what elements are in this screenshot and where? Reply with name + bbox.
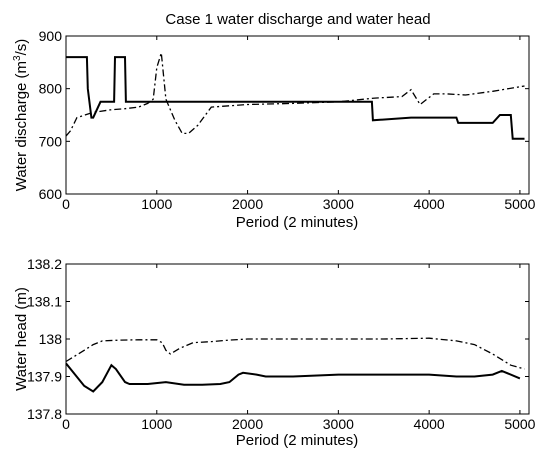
water-head-x-axis-label: Period (2 minutes) [236, 432, 359, 449]
discharge-x-axis-label: Period (2 minutes) [236, 214, 359, 231]
water-head-x-tick-label: 2000 [232, 416, 263, 432]
water-head-y-tick-label: 138 [39, 331, 63, 347]
discharge-y-tick-label: 800 [39, 81, 63, 97]
discharge-y-tick-label: 600 [39, 186, 63, 202]
water-head-y-tick-label: 138.2 [27, 256, 62, 272]
water-head-x-tick-label: 3000 [323, 416, 354, 432]
discharge-series-dashdot-line [65, 52, 525, 137]
water-head-y-axis-label: Water head (m) [13, 287, 30, 391]
water-head-axes: 0 1000 2000 3000 4000 5000 137.8 137.9 138 138.1 1… [13, 256, 536, 449]
water-head-series-dashdot-line [65, 337, 525, 370]
water-head-x-tick-label: 5000 [504, 416, 535, 432]
discharge-y-axis-label: Water discharge (m3/s) [12, 39, 30, 192]
water-head-y-tick-label: 138.1 [27, 294, 62, 310]
discharge-x-tick-label: 2000 [232, 196, 263, 212]
water-head-y-tick-label: 137.9 [27, 369, 62, 385]
discharge-x-tick-label: 5000 [504, 196, 535, 212]
discharge-axes: 0 1000 2000 3000 4000 5000 600 700 800 900 Period… [12, 28, 536, 231]
water-head-series-solid-line [65, 362, 521, 393]
water-head-ticks-group: 0 1000 2000 3000 4000 5000 137.8 137.9 138 138.1 1… [27, 256, 536, 432]
discharge-y-tick-label: 700 [39, 133, 63, 149]
discharge-y-axis-label-base: Water discharge (m [13, 61, 30, 191]
discharge-x-tick-label: 1000 [141, 196, 172, 212]
discharge-x-tick-label: 3000 [323, 196, 354, 212]
discharge-series-group [65, 52, 525, 140]
discharge-x-tick-label: 4000 [414, 196, 445, 212]
discharge-ticks-group: 0 1000 2000 3000 4000 5000 600 700 800 900 [39, 28, 536, 212]
water-head-x-tick-label: 4000 [414, 416, 445, 432]
discharge-y-tick-label: 900 [39, 28, 63, 44]
water-head-x-tick-label: 1000 [141, 416, 172, 432]
discharge-y-axis-label-tail: /s) [13, 39, 30, 56]
water-head-x-tick-label: 0 [62, 416, 70, 432]
discharge-y-axis-label-superscript: 3 [12, 55, 23, 61]
discharge-x-tick-label: 0 [62, 196, 70, 212]
discharge-axes-frame [65, 35, 530, 195]
water-head-series-group [65, 337, 525, 393]
water-head-y-tick-label: 137.8 [27, 406, 62, 422]
chart-title: Case 1 water discharge and water head [165, 11, 430, 28]
